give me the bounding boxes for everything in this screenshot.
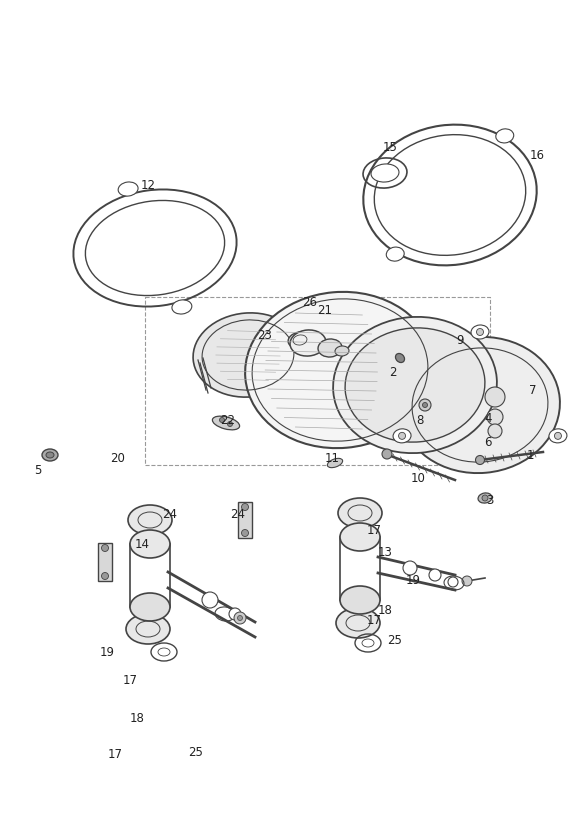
- Circle shape: [241, 503, 248, 511]
- Text: 21: 21: [318, 303, 332, 316]
- Text: 8: 8: [416, 414, 424, 427]
- Ellipse shape: [126, 614, 170, 644]
- Circle shape: [485, 387, 505, 407]
- Text: 7: 7: [529, 383, 537, 396]
- Text: 24: 24: [230, 508, 245, 522]
- Circle shape: [488, 424, 502, 438]
- Text: 6: 6: [484, 436, 491, 448]
- Text: 13: 13: [378, 545, 392, 559]
- Ellipse shape: [471, 325, 489, 339]
- Ellipse shape: [395, 353, 405, 363]
- Bar: [98, 543, 112, 581]
- Circle shape: [229, 608, 241, 620]
- Text: 17: 17: [367, 523, 381, 536]
- Ellipse shape: [338, 498, 382, 528]
- Circle shape: [234, 612, 246, 624]
- Ellipse shape: [212, 416, 240, 430]
- Ellipse shape: [335, 346, 349, 356]
- Ellipse shape: [128, 505, 172, 535]
- Text: 19: 19: [406, 574, 420, 587]
- Circle shape: [382, 449, 392, 459]
- Circle shape: [101, 545, 108, 551]
- Ellipse shape: [340, 523, 380, 551]
- Circle shape: [487, 409, 503, 425]
- Text: 1: 1: [526, 448, 534, 461]
- Text: 2: 2: [389, 366, 397, 378]
- Text: 14: 14: [135, 539, 149, 551]
- Ellipse shape: [340, 586, 380, 614]
- Text: 15: 15: [382, 141, 398, 153]
- Text: 22: 22: [220, 414, 236, 427]
- Ellipse shape: [318, 339, 342, 357]
- Text: 18: 18: [129, 711, 145, 724]
- Text: 16: 16: [529, 148, 545, 162]
- Ellipse shape: [374, 134, 526, 255]
- Circle shape: [419, 399, 431, 411]
- Ellipse shape: [549, 428, 567, 442]
- Text: 9: 9: [456, 334, 463, 347]
- Text: 11: 11: [325, 452, 339, 465]
- Ellipse shape: [478, 493, 492, 503]
- Text: 25: 25: [388, 634, 402, 647]
- Circle shape: [423, 402, 427, 408]
- Circle shape: [429, 569, 441, 581]
- Text: 18: 18: [378, 603, 392, 616]
- Ellipse shape: [393, 428, 411, 442]
- Ellipse shape: [288, 332, 312, 349]
- Ellipse shape: [193, 313, 303, 397]
- Ellipse shape: [85, 200, 224, 296]
- Ellipse shape: [130, 530, 170, 558]
- Ellipse shape: [387, 247, 404, 261]
- Ellipse shape: [42, 449, 58, 461]
- Ellipse shape: [336, 608, 380, 638]
- Ellipse shape: [172, 300, 192, 314]
- Circle shape: [482, 495, 488, 501]
- Ellipse shape: [245, 292, 435, 448]
- Text: 3: 3: [486, 494, 494, 507]
- Circle shape: [399, 433, 406, 439]
- Text: 25: 25: [188, 747, 203, 760]
- Circle shape: [237, 616, 243, 620]
- Circle shape: [101, 573, 108, 579]
- Ellipse shape: [371, 164, 399, 182]
- Ellipse shape: [496, 129, 514, 143]
- Ellipse shape: [290, 330, 326, 356]
- Circle shape: [220, 418, 224, 423]
- Text: 17: 17: [107, 748, 122, 761]
- Text: 24: 24: [163, 508, 177, 522]
- Circle shape: [227, 422, 233, 427]
- Ellipse shape: [46, 452, 54, 458]
- Bar: [238, 502, 252, 538]
- Text: 10: 10: [410, 471, 426, 485]
- Circle shape: [202, 592, 218, 608]
- Ellipse shape: [333, 317, 497, 453]
- Ellipse shape: [130, 593, 170, 621]
- Text: 23: 23: [258, 329, 272, 341]
- Ellipse shape: [345, 328, 485, 442]
- Ellipse shape: [400, 337, 560, 473]
- Ellipse shape: [328, 458, 343, 468]
- Text: 19: 19: [100, 647, 114, 659]
- Text: 17: 17: [367, 614, 381, 626]
- Circle shape: [554, 433, 561, 439]
- Bar: [145, 297, 490, 465]
- Circle shape: [403, 561, 417, 575]
- Text: 12: 12: [141, 179, 156, 191]
- Circle shape: [462, 576, 472, 586]
- Ellipse shape: [118, 182, 138, 196]
- Circle shape: [448, 577, 458, 587]
- Text: 20: 20: [111, 452, 125, 465]
- Text: 26: 26: [303, 296, 318, 308]
- Circle shape: [241, 530, 248, 536]
- Circle shape: [476, 456, 484, 465]
- Text: 17: 17: [122, 673, 138, 686]
- Text: 4: 4: [484, 411, 491, 424]
- Text: 5: 5: [34, 464, 42, 476]
- Circle shape: [476, 329, 483, 335]
